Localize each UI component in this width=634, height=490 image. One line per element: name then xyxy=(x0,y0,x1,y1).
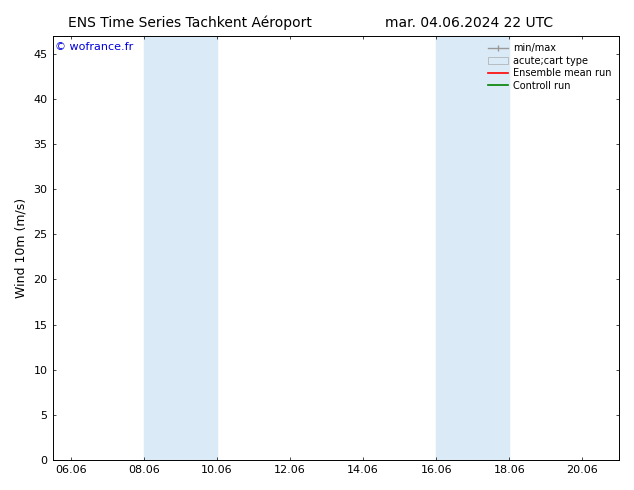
Text: mar. 04.06.2024 22 UTC: mar. 04.06.2024 22 UTC xyxy=(385,16,553,30)
Y-axis label: Wind 10m (m/s): Wind 10m (m/s) xyxy=(15,198,28,298)
Legend: min/max, acute;cart type, Ensemble mean run, Controll run: min/max, acute;cart type, Ensemble mean … xyxy=(486,41,614,94)
Bar xyxy=(144,36,217,460)
Text: © wofrance.fr: © wofrance.fr xyxy=(55,42,134,52)
Text: ENS Time Series Tachkent Aéroport: ENS Time Series Tachkent Aéroport xyxy=(68,16,312,30)
Bar xyxy=(436,36,509,460)
